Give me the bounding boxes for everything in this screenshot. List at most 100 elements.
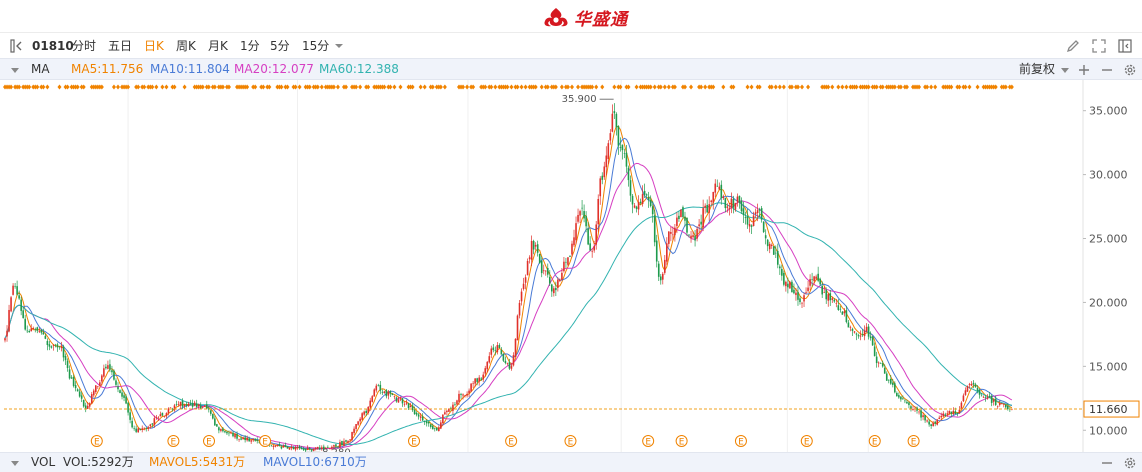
ma10-line <box>4 137 1013 450</box>
candle <box>789 280 791 289</box>
candle-body <box>978 390 981 395</box>
candle <box>758 207 761 218</box>
candle <box>742 201 745 223</box>
candle <box>367 406 370 415</box>
sidebar-toggle-icon[interactable] <box>8 37 26 55</box>
signal-dot <box>194 84 199 90</box>
candle <box>337 446 339 449</box>
candle-body <box>964 390 967 395</box>
candle-body <box>482 374 485 380</box>
vol-minus-icon[interactable] <box>1101 457 1113 469</box>
signal-dot <box>961 84 966 90</box>
add-icon[interactable] <box>1078 64 1090 76</box>
signal-dot <box>307 84 312 90</box>
candle-body <box>720 184 723 199</box>
candle <box>407 402 410 410</box>
candle <box>151 423 154 428</box>
candle <box>676 212 678 234</box>
candle <box>601 172 604 185</box>
signal-dot <box>124 84 129 90</box>
candle-body <box>195 403 198 407</box>
candle <box>785 280 787 292</box>
candle-body <box>674 227 676 236</box>
candle <box>316 446 319 450</box>
draw-pen-icon[interactable] <box>1064 37 1082 55</box>
candle <box>84 402 87 413</box>
signal-dot <box>97 84 102 90</box>
vol-gear-icon[interactable] <box>1123 456 1137 470</box>
tab-period-1[interactable]: 五日 <box>108 39 133 53</box>
candle <box>478 375 480 386</box>
gear-icon[interactable] <box>1123 63 1137 77</box>
candle-body <box>103 368 105 377</box>
candle-body <box>688 234 690 236</box>
signal-dot <box>590 84 595 90</box>
fullscreen-icon[interactable] <box>1090 37 1108 55</box>
candle-body <box>427 421 430 424</box>
signal-dot <box>120 84 125 90</box>
tab-period-3[interactable]: 周K <box>176 39 196 53</box>
candle <box>623 148 626 159</box>
tab-period-0[interactable]: 分时 <box>72 39 97 53</box>
candle-body <box>44 335 47 339</box>
candle-body <box>203 405 206 407</box>
candle <box>518 299 521 319</box>
candle-body <box>167 408 170 414</box>
candle <box>968 382 971 389</box>
tab-period-2[interactable]: 日K <box>144 39 164 53</box>
ma-label[interactable]: MA <box>31 62 50 76</box>
vol-label[interactable]: VOL <box>31 455 56 469</box>
candle <box>553 286 555 297</box>
tab-period-6[interactable]: 5分 <box>270 39 290 53</box>
candle-body <box>774 252 777 254</box>
tab-period-4[interactable]: 月K <box>208 39 228 53</box>
kline-chart-area[interactable]: 35.000 30.000 25.000 20.000 15.000 10.000 35.9… <box>0 80 1142 452</box>
signal-dot <box>699 84 704 90</box>
candle <box>781 264 783 281</box>
candle-body <box>12 285 14 295</box>
signal-dot <box>612 84 617 90</box>
candle-body <box>458 393 460 402</box>
candle-body <box>712 191 715 203</box>
candle-body <box>433 428 436 430</box>
tab-period-7[interactable]: 15分 <box>302 39 330 53</box>
candle-body <box>488 356 491 363</box>
candle-body <box>980 395 983 397</box>
collapse-caret-icon[interactable] <box>10 65 20 75</box>
candle-body <box>722 196 725 199</box>
adjust-mode-select[interactable]: 前复权 <box>1019 62 1056 76</box>
candle-body <box>286 446 289 449</box>
candle-body <box>734 202 737 210</box>
dropdown-caret-icon[interactable] <box>330 37 348 55</box>
candle-body <box>591 251 593 252</box>
candle <box>60 341 63 352</box>
candle-body <box>191 403 194 407</box>
tab-period-5[interactable]: 1分 <box>240 39 260 53</box>
candle <box>210 408 212 416</box>
candle <box>659 274 662 285</box>
adjust-caret-icon[interactable] <box>1060 65 1070 75</box>
candle <box>135 425 137 434</box>
kline-chart[interactable]: 35.000 30.000 25.000 20.000 15.000 10.000 35.9… <box>0 80 1142 452</box>
candle <box>470 382 472 393</box>
vol-collapse-caret-icon[interactable] <box>10 458 20 468</box>
candle <box>250 439 252 444</box>
candle <box>984 395 987 402</box>
signal-dot <box>325 84 330 90</box>
candle <box>783 270 785 287</box>
candle-body <box>732 198 735 208</box>
candle <box>512 352 515 367</box>
candle <box>898 392 900 399</box>
candle-body <box>950 411 953 414</box>
minus-icon[interactable] <box>1101 64 1113 76</box>
candle <box>488 352 491 364</box>
panel-icon[interactable] <box>1116 37 1134 55</box>
signal-dot <box>576 84 581 90</box>
signal-dot <box>989 84 994 90</box>
signal-dot <box>729 84 734 90</box>
event-marker-ring <box>203 435 216 447</box>
candle-body <box>502 354 505 361</box>
signal-dot <box>721 84 726 90</box>
signal-dot <box>888 84 893 90</box>
candle <box>754 208 757 218</box>
